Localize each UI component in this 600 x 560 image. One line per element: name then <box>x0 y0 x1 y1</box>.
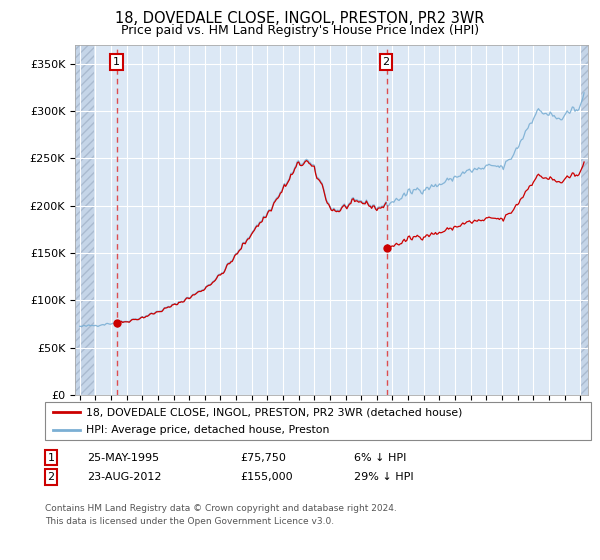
Text: 23-AUG-2012: 23-AUG-2012 <box>87 472 161 482</box>
Text: 2: 2 <box>383 57 389 67</box>
Text: Contains HM Land Registry data © Crown copyright and database right 2024.
This d: Contains HM Land Registry data © Crown c… <box>45 504 397 525</box>
Text: 1: 1 <box>47 452 55 463</box>
Text: £75,750: £75,750 <box>240 452 286 463</box>
Text: 29% ↓ HPI: 29% ↓ HPI <box>354 472 413 482</box>
Text: 25-MAY-1995: 25-MAY-1995 <box>87 452 159 463</box>
FancyBboxPatch shape <box>45 402 591 440</box>
Text: 2: 2 <box>47 472 55 482</box>
Text: 18, DOVEDALE CLOSE, INGOL, PRESTON, PR2 3WR: 18, DOVEDALE CLOSE, INGOL, PRESTON, PR2 … <box>115 11 485 26</box>
Text: £155,000: £155,000 <box>240 472 293 482</box>
Text: HPI: Average price, detached house, Preston: HPI: Average price, detached house, Pres… <box>86 425 329 435</box>
Bar <box>581 45 588 395</box>
Text: 6% ↓ HPI: 6% ↓ HPI <box>354 452 406 463</box>
Text: 18, DOVEDALE CLOSE, INGOL, PRESTON, PR2 3WR (detached house): 18, DOVEDALE CLOSE, INGOL, PRESTON, PR2 … <box>86 407 463 417</box>
Text: 1: 1 <box>113 57 120 67</box>
Text: Price paid vs. HM Land Registry's House Price Index (HPI): Price paid vs. HM Land Registry's House … <box>121 24 479 36</box>
Bar <box>75 45 94 395</box>
